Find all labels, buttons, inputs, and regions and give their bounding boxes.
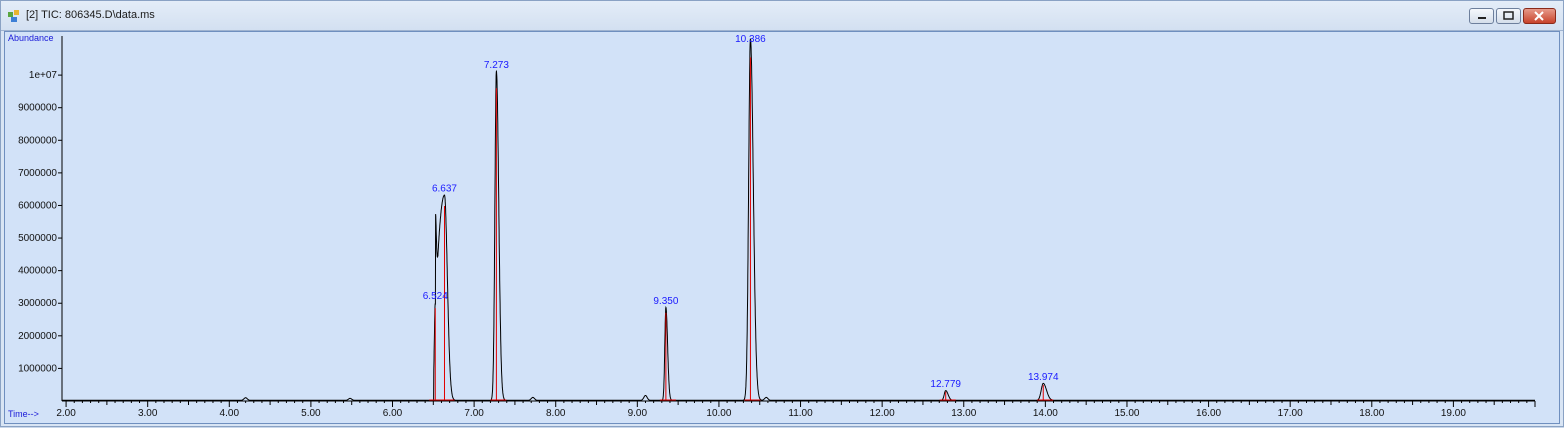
peak-label: 6.637 — [432, 184, 457, 195]
y-tick-label: 5000000 — [18, 233, 57, 244]
restore-button[interactable] — [1496, 8, 1521, 24]
tic-trace-line — [62, 38, 1535, 401]
minimize-button[interactable] — [1469, 8, 1494, 24]
x-tick-label: 3.00 — [138, 408, 158, 419]
traces — [62, 38, 1535, 401]
peak-label: 13.974 — [1028, 372, 1059, 383]
x-tick-label: 9.00 — [628, 408, 648, 419]
x-tick-label: 5.00 — [301, 408, 321, 419]
x-tick-label: 19.00 — [1441, 408, 1466, 419]
axes: 1000000 2000000 3000000 4000000 5000000 60000… — [18, 36, 1536, 419]
x-tick-label: 10.00 — [706, 408, 731, 419]
peak-label: 12.779 — [930, 379, 961, 390]
plot-area[interactable]: Abundance Time--> 1000000 2000000 3000000 4… — [4, 31, 1560, 424]
y-tick-label: 2000000 — [18, 331, 57, 342]
x-tick-label: 16.00 — [1196, 408, 1221, 419]
y-tick-label: 8000000 — [18, 135, 57, 146]
close-button[interactable] — [1523, 8, 1556, 24]
y-tick-label: 6000000 — [18, 200, 57, 211]
restore-icon — [1497, 9, 1520, 23]
peak-label: 7.273 — [484, 60, 509, 71]
x-tick-label: 14.00 — [1033, 408, 1058, 419]
chromatogram-chart: Abundance Time--> 1000000 2000000 3000000 4… — [8, 33, 1536, 419]
y-tick-label: 9000000 — [18, 103, 57, 114]
y-tick-label: 4000000 — [18, 266, 57, 277]
title-bar[interactable]: [2] TIC: 806345.D\data.ms — [1, 1, 1563, 31]
y-tick-label: 7000000 — [18, 168, 57, 179]
x-tick-label: 6.00 — [383, 408, 403, 419]
peak-label: 9.350 — [653, 296, 678, 307]
x-tick-label: 2.00 — [56, 408, 76, 419]
x-tick-label: 11.00 — [788, 408, 813, 419]
window-title: [2] TIC: 806345.D\data.ms — [26, 9, 155, 21]
peak-label: 6.524 — [423, 291, 448, 302]
close-icon — [1524, 9, 1555, 23]
x-tick-label: 13.00 — [951, 408, 976, 419]
y-axis-label: Abundance — [8, 33, 54, 43]
x-tick-label: 15.00 — [1114, 408, 1139, 419]
x-tick-label: 7.00 — [464, 408, 484, 419]
x-tick-label: 8.00 — [546, 408, 566, 419]
y-tick-label: 1000000 — [18, 363, 57, 374]
x-tick-label: 12.00 — [870, 408, 895, 419]
x-tick-label: 18.00 — [1359, 408, 1384, 419]
x-axis-label: Time--> — [8, 409, 39, 419]
minimize-icon — [1470, 9, 1493, 23]
x-tick-label: 17.00 — [1278, 408, 1303, 419]
x-tick-label: 4.00 — [220, 408, 240, 419]
peak-labels: 6.524 6.637 7.273 9.350 10.386 12.779 13.974 — [423, 34, 1059, 390]
y-tick-label: 1e+07 — [29, 70, 58, 81]
chromatogram-app-icon — [8, 10, 19, 22]
y-tick-label: 3000000 — [18, 298, 57, 309]
peak-label: 10.386 — [735, 34, 766, 45]
